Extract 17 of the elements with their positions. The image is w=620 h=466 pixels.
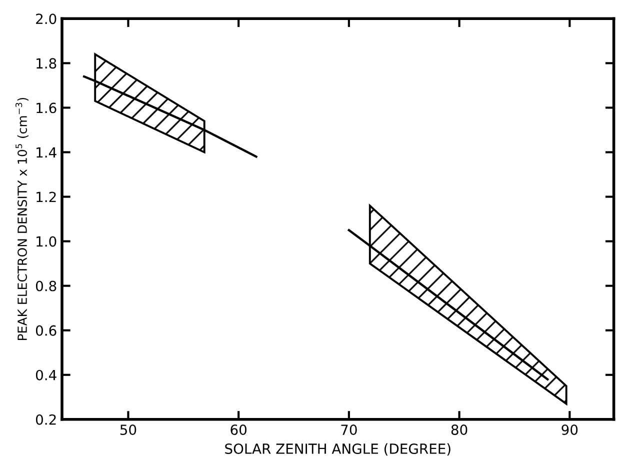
x-tick-label: 80 <box>451 424 468 436</box>
y-tick-label: 0.2 <box>36 414 56 425</box>
y-tick-label: 0.6 <box>36 325 56 336</box>
y-tick-label: 1.6 <box>36 102 56 114</box>
x-axis-title: SOLAR ZENITH ANGLE (DEGREE) <box>225 443 450 456</box>
x-tick-label: 60 <box>230 424 246 436</box>
y-tick-label: 0.4 <box>36 370 56 380</box>
y-tick-label: 2.0 <box>36 14 56 24</box>
x-tick-label: 50 <box>120 424 136 436</box>
x-tick-label: 90 <box>562 424 578 436</box>
y-tick-label: 1.8 <box>36 58 56 69</box>
y-tick-label: 1.4 <box>36 147 56 158</box>
y-axis-title: PEAK ELECTRON DENSITY x 10$^{5}$ (cm$^{−3}$) <box>16 98 28 340</box>
y-tick-label: 0.8 <box>36 280 56 292</box>
y-tick-label: 1.2 <box>36 192 56 202</box>
y-tick-label: 1.0 <box>36 236 56 247</box>
x-tick-label: 70 <box>341 424 357 436</box>
